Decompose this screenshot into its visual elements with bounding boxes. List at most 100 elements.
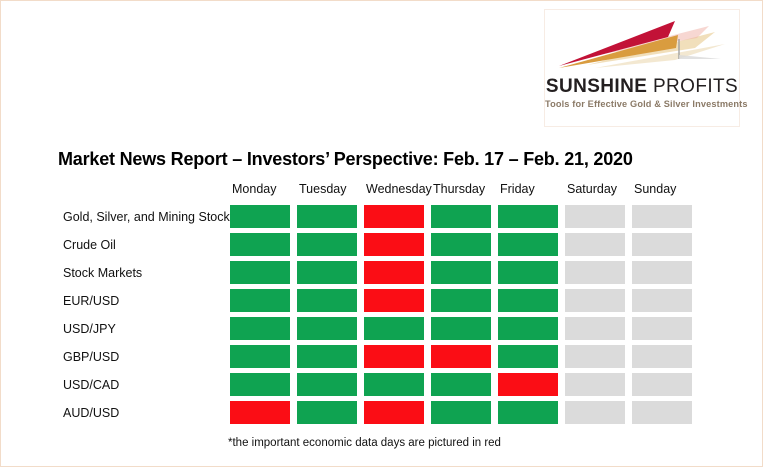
page-title: Market News Report – Investors’ Perspect… [58,149,633,170]
grid-cell-5-sunday [632,317,699,345]
grid-corner [58,179,230,205]
grid-cell-7-monday [230,373,297,401]
cell-color-red [230,401,290,424]
grid-cell-1-monday [230,205,297,233]
grid-cell-3-saturday [565,261,632,289]
logo-tagline: Tools for Effective Gold & Silver Invest… [545,99,748,109]
grid-cell-2-wednesday [364,233,431,261]
cell-color-green [297,373,357,396]
column-header-wednesday: Wednesday [366,182,432,196]
cell-color-off [565,373,625,396]
grid-cell-2-tuesday [297,233,364,261]
cell-color-green [230,261,290,284]
grid-cell-1-tuesday [297,205,364,233]
grid-cell-5-wednesday [364,317,431,345]
grid-cell-6-monday [230,345,297,373]
cell-color-green [498,233,558,256]
cell-color-green [498,345,558,368]
grid-cell-6-tuesday [297,345,364,373]
grid-cell-2-sunday [632,233,699,261]
column-header-thursday: Thursday [433,182,486,196]
grid-cell-1-thursday [431,205,498,233]
row-label-4: EUR/USD [63,293,120,308]
report-grid: Monday Tuesday Wednesday Thursday Friday Satu… [58,179,699,429]
grid-cell-2-saturday [565,233,632,261]
cell-color-green [364,317,424,340]
cell-color-green [498,205,558,228]
grid-cell-2-thursday [431,233,498,261]
cell-color-green [498,401,558,424]
cell-color-off [565,345,625,368]
column-header-monday: Monday [232,182,277,196]
cell-color-red [364,289,424,312]
cell-color-green [297,261,357,284]
cell-color-green [297,401,357,424]
row-label-1: Gold, Silver, and Mining Stocks [63,209,236,224]
cell-color-green [230,317,290,340]
cell-color-red [364,205,424,228]
cell-color-off [632,289,692,312]
grid-cell-6-saturday [565,345,632,373]
sunshine-profits-logo: SUNSHINE PROFITS Tools for Effective Gol… [544,9,748,127]
column-header-tuesday: Tuesday [299,182,347,196]
column-header-sunday: Sunday [634,182,677,196]
logo-wordmark: SUNSHINE PROFITS [545,76,739,98]
cell-color-green [498,261,558,284]
grid-cell-4-thursday [431,289,498,317]
cell-color-red [498,373,558,396]
grid-cell-3-wednesday [364,261,431,289]
grid-cell-8-thursday [431,401,498,429]
cell-color-red [364,345,424,368]
grid-cell-4-wednesday [364,289,431,317]
cell-color-red [431,345,491,368]
cell-color-off [565,205,625,228]
grid-cell-6-thursday [431,345,498,373]
grid-cell-8-tuesday [297,401,364,429]
grid-cell-1-friday [498,205,565,233]
grid-cell-5-tuesday [297,317,364,345]
cell-color-off [632,345,692,368]
grid-cell-6-sunday [632,345,699,373]
cell-color-off [632,401,692,424]
cell-color-green [297,289,357,312]
cell-color-off [632,317,692,340]
grid-cell-7-wednesday [364,373,431,401]
cell-color-green [431,373,491,396]
cell-color-green [498,289,558,312]
grid-cell-1-wednesday [364,205,431,233]
cell-color-green [498,317,558,340]
grid-cell-4-sunday [632,289,699,317]
rising-arrows-icon [559,21,725,68]
cell-color-green [230,205,290,228]
row-label-2: Crude Oil [63,237,116,252]
grid-cell-4-monday [230,289,297,317]
cell-color-green [297,205,357,228]
cell-color-red [364,401,424,424]
cell-color-off [565,401,625,424]
grid-cell-7-tuesday [297,373,364,401]
cell-color-green [431,261,491,284]
cell-color-green [230,289,290,312]
grid-cell-8-friday [498,401,565,429]
cell-color-green [230,345,290,368]
cell-color-green [431,289,491,312]
grid-cell-5-saturday [565,317,632,345]
cell-color-green [431,233,491,256]
cell-color-off [565,261,625,284]
cell-color-off [632,205,692,228]
cell-color-green [297,345,357,368]
cell-color-green [230,233,290,256]
row-label-5: USD/JPY [63,321,116,336]
grid-cell-3-monday [230,261,297,289]
cell-color-off [632,261,692,284]
grid-cell-3-friday [498,261,565,289]
grid-cell-4-tuesday [297,289,364,317]
grid-cell-5-monday [230,317,297,345]
grid-cell-7-saturday [565,373,632,401]
cell-color-green [230,373,290,396]
grid-cell-7-sunday [632,373,699,401]
grid-cell-8-monday [230,401,297,429]
cell-color-red [364,261,424,284]
grid-cell-2-monday [230,233,297,261]
